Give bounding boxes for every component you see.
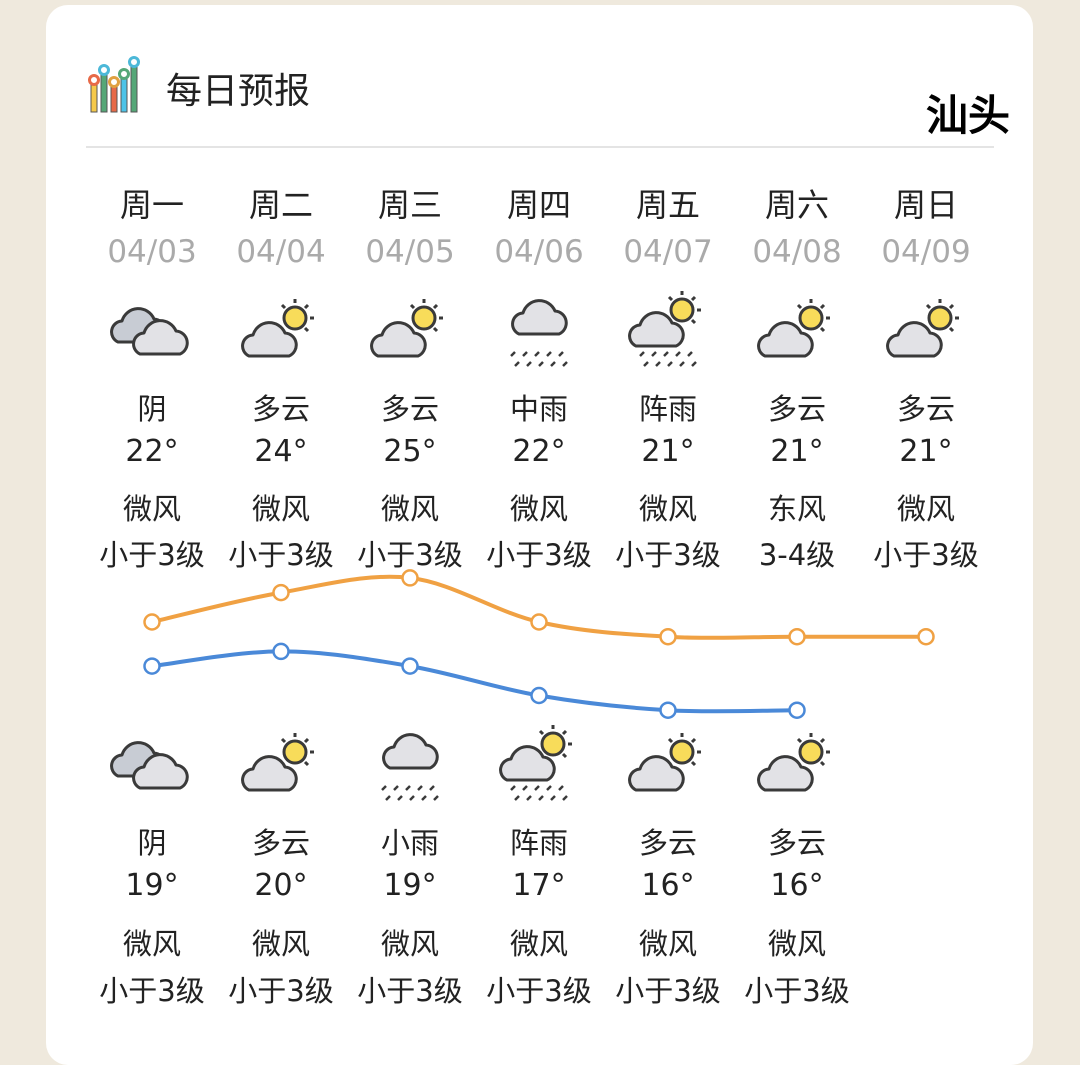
day-weather-label: 多云 xyxy=(767,392,826,426)
high-temp-label: 21° xyxy=(899,434,953,469)
night-wind-level: 小于3级 xyxy=(357,974,463,1008)
night-wind-direction: 微风 xyxy=(122,927,181,961)
low-temp-point xyxy=(143,657,161,675)
page-title: 每日预报 xyxy=(166,71,311,112)
partly-cloudy-icon xyxy=(757,733,830,792)
low-temp-label: 19° xyxy=(125,868,179,903)
overcast-icon xyxy=(110,741,189,790)
day-wind-level: 小于3级 xyxy=(228,538,334,572)
day-weather-label: 多云 xyxy=(251,392,310,426)
day-wind-level: 小于3级 xyxy=(486,538,592,572)
weekday-label: 周五 xyxy=(635,186,700,224)
night-wind-direction: 微风 xyxy=(251,927,310,961)
day-wind-direction: 微风 xyxy=(638,492,697,526)
low-temp-label: 16° xyxy=(770,868,824,903)
low-temp-point xyxy=(272,642,290,661)
night-wind-level: 小于3级 xyxy=(228,974,334,1008)
night-wind-level: 小于3级 xyxy=(486,974,592,1008)
high-temp-point xyxy=(788,627,806,646)
date-label: 04/05 xyxy=(365,234,455,270)
weekday-label: 周四 xyxy=(506,186,571,224)
partly-cloudy-icon xyxy=(628,733,701,792)
daily-forecast-card xyxy=(46,5,1033,1065)
day-wind-direction: 东风 xyxy=(767,492,826,526)
day-weather-label: 阵雨 xyxy=(638,392,697,426)
divider xyxy=(86,146,994,148)
date-label: 04/09 xyxy=(881,234,971,270)
bar-chart-icon xyxy=(88,56,140,113)
low-temp-label: 16° xyxy=(641,868,695,903)
high-temp-point xyxy=(659,627,677,646)
high-temp-label: 21° xyxy=(641,434,695,469)
weekday-label: 周三 xyxy=(377,186,442,224)
day-weather-label: 阴 xyxy=(137,392,167,426)
night-weather-label: 多云 xyxy=(767,826,826,860)
night-wind-direction: 微风 xyxy=(767,927,826,961)
day-weather-label: 多云 xyxy=(380,392,439,426)
partly-cloudy-icon xyxy=(241,299,314,358)
partly-cloudy-icon xyxy=(886,299,959,358)
date-label: 04/04 xyxy=(236,234,326,270)
date-label: 04/08 xyxy=(752,234,842,270)
city-name: 汕头 xyxy=(926,91,1011,140)
date-label: 04/03 xyxy=(107,234,197,270)
partly-cloudy-icon xyxy=(241,733,314,792)
low-temp-point xyxy=(659,701,677,719)
day-wind-direction: 微风 xyxy=(251,492,310,526)
low-temp-label: 17° xyxy=(512,868,566,903)
low-temp-label: 20° xyxy=(254,868,308,903)
day-wind-direction: 微风 xyxy=(896,492,955,526)
night-weather-label: 阵雨 xyxy=(509,826,568,860)
low-temp-point xyxy=(788,701,806,719)
high-temp-point xyxy=(917,627,935,646)
day-wind-level: 小于3级 xyxy=(99,538,205,572)
day-weather-label: 多云 xyxy=(896,392,955,426)
night-weather-label: 多云 xyxy=(638,826,697,860)
high-temp-point xyxy=(272,583,290,602)
low-temp-line xyxy=(151,649,798,714)
night-weather-label: 多云 xyxy=(251,826,310,860)
high-temp-point xyxy=(530,613,548,631)
light-rain-icon xyxy=(381,733,439,801)
low-temp-point xyxy=(401,657,419,675)
high-temp-label: 24° xyxy=(254,434,308,469)
high-temp-label: 25° xyxy=(383,434,437,469)
high-temp-label: 22° xyxy=(125,434,179,469)
weekday-label: 周一 xyxy=(119,186,184,224)
night-weather-label: 阴 xyxy=(137,826,167,860)
partly-cloudy-icon xyxy=(370,299,443,358)
weekday-label: 周日 xyxy=(893,186,958,224)
moderate-rain-icon xyxy=(510,299,568,367)
night-weather-label: 小雨 xyxy=(380,826,439,860)
high-temp-label: 21° xyxy=(770,434,824,469)
weekday-label: 周六 xyxy=(764,186,829,224)
night-wind-level: 小于3级 xyxy=(744,974,850,1008)
day-wind-level: 3-4级 xyxy=(758,538,836,572)
date-label: 04/06 xyxy=(494,234,584,270)
day-wind-direction: 微风 xyxy=(509,492,568,526)
overcast-icon xyxy=(110,307,189,356)
night-wind-direction: 微风 xyxy=(638,927,697,961)
day-wind-level: 小于3级 xyxy=(873,538,979,572)
day-wind-direction: 微风 xyxy=(380,492,439,526)
high-temp-label: 22° xyxy=(512,434,566,469)
low-temp-label: 19° xyxy=(383,868,437,903)
shower-icon xyxy=(499,725,572,801)
day-weather-label: 中雨 xyxy=(509,392,568,426)
day-wind-direction: 微风 xyxy=(122,492,181,526)
shower-icon xyxy=(628,291,701,367)
night-wind-level: 小于3级 xyxy=(99,974,205,1008)
date-label: 04/07 xyxy=(623,234,713,270)
day-wind-level: 小于3级 xyxy=(357,538,463,572)
high-temp-point xyxy=(143,613,161,631)
weekday-label: 周二 xyxy=(248,186,313,224)
high-temp-point xyxy=(401,569,419,587)
night-wind-direction: 微风 xyxy=(380,927,439,961)
partly-cloudy-icon xyxy=(757,299,830,358)
day-wind-level: 小于3级 xyxy=(615,538,721,572)
night-wind-level: 小于3级 xyxy=(615,974,721,1008)
night-wind-direction: 微风 xyxy=(509,927,568,961)
low-temp-point xyxy=(530,686,548,705)
